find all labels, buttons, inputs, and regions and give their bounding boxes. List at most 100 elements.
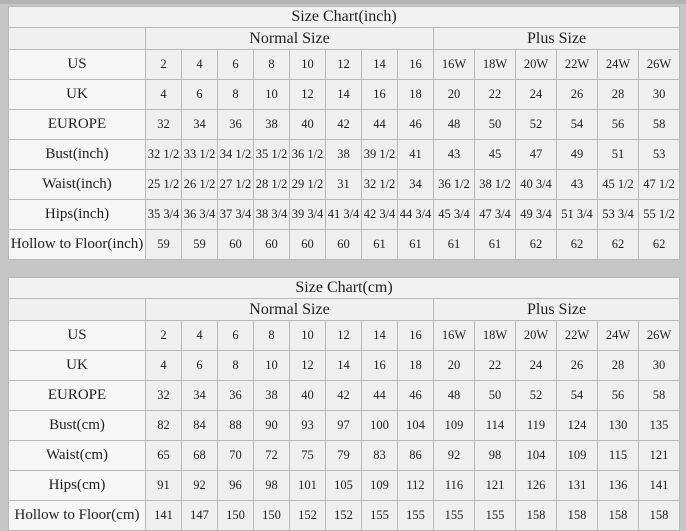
size-value-cell: 22W <box>556 320 598 351</box>
size-value-cell: 36 1/2 <box>289 139 326 170</box>
row-label: Hips(inch) <box>8 199 146 230</box>
size-value-cell: 39 3/4 <box>289 199 326 230</box>
size-value-cell: 150 <box>253 500 290 531</box>
size-value-cell: 6 <box>217 49 254 80</box>
size-value-cell: 58 <box>637 380 681 411</box>
size-value-cell: 40 <box>289 380 326 411</box>
size-value-cell: 56 <box>597 109 639 140</box>
size-value-cell: 98 <box>474 440 516 471</box>
size-value-cell: 41 <box>397 139 434 170</box>
size-value-cell: 54 <box>556 109 598 140</box>
size-value-cell: 14 <box>361 49 398 80</box>
table-row: UK 4 6 8 10 12 14 16 18 20 22 24 26 28 30 <box>8 350 681 381</box>
size-value-cell: 42 <box>325 380 362 411</box>
row-label: Hips(cm) <box>8 470 146 501</box>
size-value-cell: 152 <box>289 500 326 531</box>
group-header-row: Normal Size Plus Size <box>8 298 681 321</box>
size-value-cell: 158 <box>597 500 639 531</box>
size-value-cell: 32 <box>145 109 182 140</box>
size-value-cell: 62 <box>556 229 598 260</box>
size-value-cell: 43 <box>556 169 598 200</box>
size-value-cell: 28 <box>597 350 639 381</box>
size-value-cell: 24W <box>597 49 639 80</box>
row-label: Hollow to Floor(inch) <box>8 229 146 260</box>
size-value-cell: 31 <box>325 169 362 200</box>
size-value-cell: 68 <box>181 440 218 471</box>
size-value-cell: 46 <box>397 109 434 140</box>
size-value-cell: 40 <box>289 109 326 140</box>
table-row: EUROPE 32 34 36 38 40 42 44 46 48 50 52 54 56 58 <box>8 109 681 140</box>
row-label: Waist(cm) <box>8 440 146 471</box>
size-value-cell: 2 <box>145 320 182 351</box>
size-value-cell: 104 <box>397 410 434 441</box>
size-value-cell: 61 <box>361 229 398 260</box>
size-value-cell: 4 <box>145 79 182 110</box>
size-value-cell: 109 <box>433 410 475 441</box>
size-chart-image: Size Chart(inch) Normal Size Plus Size U… <box>7 6 681 531</box>
size-value-cell: 12 <box>289 350 326 381</box>
size-value-cell: 141 <box>145 500 182 531</box>
size-value-cell: 124 <box>556 410 598 441</box>
size-value-cell: 44 <box>361 109 398 140</box>
size-value-cell: 50 <box>474 109 516 140</box>
size-value-cell: 44 3/4 <box>397 199 434 230</box>
size-value-cell: 59 <box>181 229 218 260</box>
size-value-cell: 96 <box>217 470 254 501</box>
size-value-cell: 91 <box>145 470 182 501</box>
size-value-cell: 14 <box>361 320 398 351</box>
size-value-cell: 27 1/2 <box>217 169 254 200</box>
table-title: Size Chart(inch) <box>7 6 681 28</box>
size-value-cell: 72 <box>253 440 290 471</box>
size-value-cell: 35 3/4 <box>145 199 182 230</box>
size-value-cell: 10 <box>289 320 326 351</box>
size-value-cell: 56 <box>597 380 639 411</box>
size-value-cell: 62 <box>597 229 639 260</box>
size-value-cell: 65 <box>145 440 182 471</box>
corner-cell <box>8 298 146 321</box>
row-label: US <box>8 49 146 80</box>
size-value-cell: 51 <box>597 139 639 170</box>
size-value-cell: 38 <box>253 109 290 140</box>
size-value-cell: 61 <box>397 229 434 260</box>
size-value-cell: 109 <box>556 440 598 471</box>
size-value-cell: 100 <box>361 410 398 441</box>
size-value-cell: 51 3/4 <box>556 199 598 230</box>
size-value-cell: 35 1/2 <box>253 139 290 170</box>
size-value-cell: 34 <box>181 380 218 411</box>
size-value-cell: 26W <box>637 49 681 80</box>
size-value-cell: 121 <box>637 440 681 471</box>
size-value-cell: 119 <box>515 410 557 441</box>
size-value-cell: 49 <box>556 139 598 170</box>
size-value-cell: 6 <box>217 320 254 351</box>
size-value-cell: 62 <box>637 229 681 260</box>
size-value-cell: 16 <box>397 49 434 80</box>
size-value-cell: 45 1/2 <box>597 169 639 200</box>
size-value-cell: 41 3/4 <box>325 199 362 230</box>
size-value-cell: 16 <box>361 79 398 110</box>
size-value-cell: 24 <box>515 350 557 381</box>
size-value-cell: 155 <box>433 500 475 531</box>
table-row: Waist(cm) 65 68 70 72 75 79 83 86 92 98 104 109 115 12… <box>8 440 681 471</box>
size-chart-cm-table: Size Chart(cm) Normal Size Plus Size US 2… <box>7 277 681 531</box>
size-value-cell: 52 <box>515 380 557 411</box>
size-value-cell: 105 <box>325 470 362 501</box>
size-value-cell: 141 <box>637 470 681 501</box>
size-value-cell: 60 <box>289 229 326 260</box>
size-value-cell: 38 <box>325 139 362 170</box>
size-value-cell: 10 <box>253 350 290 381</box>
table-row: UK 4 6 8 10 12 14 16 18 20 22 24 26 28 30 <box>8 79 681 110</box>
table-row: Bust(inch) 32 1/2 33 1/2 34 1/2 35 1/2 36 1/2… <box>8 139 681 170</box>
size-value-cell: 36 1/2 <box>433 169 475 200</box>
row-label: US <box>8 320 146 351</box>
size-value-cell: 22W <box>556 49 598 80</box>
size-value-cell: 2 <box>145 49 182 80</box>
size-value-cell: 12 <box>289 79 326 110</box>
size-value-cell: 34 1/2 <box>217 139 254 170</box>
size-value-cell: 12 <box>325 49 362 80</box>
size-value-cell: 18W <box>474 320 516 351</box>
size-value-cell: 8 <box>217 79 254 110</box>
size-value-cell: 48 <box>433 109 475 140</box>
normal-size-header: Normal Size <box>145 298 434 321</box>
row-label: EUROPE <box>8 380 146 411</box>
size-value-cell: 32 1/2 <box>145 139 182 170</box>
